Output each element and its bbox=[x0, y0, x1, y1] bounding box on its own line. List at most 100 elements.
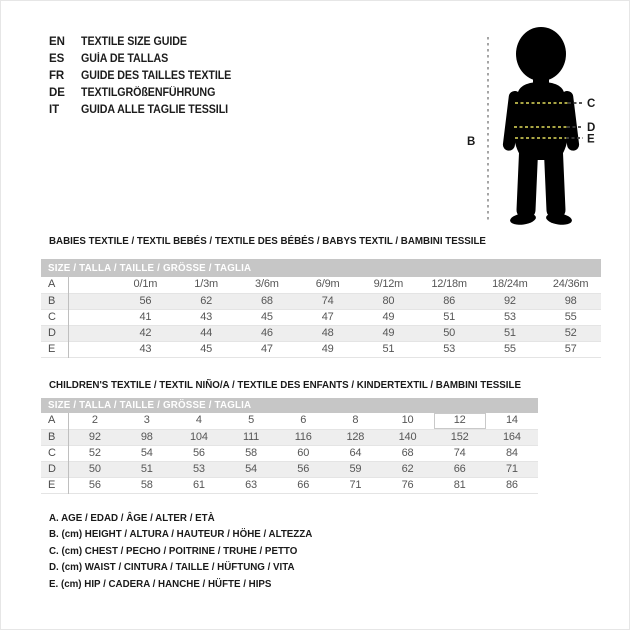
spacer-cell bbox=[69, 293, 116, 309]
spacer-cell bbox=[69, 277, 116, 293]
table-cell: 51 bbox=[443, 310, 456, 323]
table-cell: 64 bbox=[349, 446, 362, 459]
table-cell: 6 bbox=[300, 414, 307, 427]
table-cell: 47 bbox=[321, 310, 334, 323]
table-cell: 50 bbox=[88, 462, 101, 475]
lang-row-es: ES GUÍA DE TALLAS bbox=[49, 51, 243, 68]
table-cell: 68 bbox=[260, 294, 273, 307]
table-cell: 47 bbox=[260, 342, 273, 355]
table-cell: 140 bbox=[398, 430, 417, 443]
lang-title: GUIDA ALLE TAGLIE TESSILI bbox=[81, 104, 229, 116]
babies-size-header: SIZE / TALLA / TAILLE / GRÖSSE / TAGLIA bbox=[41, 259, 601, 277]
table-cell: 71 bbox=[349, 478, 362, 491]
legend-waist: D. (cm) WAIST / CINTURA / TAILLE / HÜFTU… bbox=[49, 561, 295, 574]
table-cell: 53 bbox=[192, 462, 205, 475]
size-header-text: SIZE / TALLA / TAILLE / GRÖSSE / TAGLIA bbox=[48, 262, 252, 274]
lang-row-en: EN TEXTILE SIZE GUIDE bbox=[49, 34, 243, 51]
table-cell: 49 bbox=[382, 326, 395, 339]
table-cell: 44 bbox=[200, 326, 213, 339]
table-row: E 43 45 47 49 51 53 55 57 bbox=[41, 341, 601, 357]
table-cell: 43 bbox=[139, 342, 152, 355]
table-cell: 68 bbox=[401, 446, 414, 459]
table-cell: 116 bbox=[294, 430, 312, 443]
table-cell: 24/36m bbox=[552, 278, 589, 291]
lang-row-de: DE TEXTILGRÖßENFÜHRUNG bbox=[49, 85, 243, 102]
table-cell: 12/18m bbox=[431, 278, 467, 291]
table-cell: 60 bbox=[297, 446, 310, 459]
table-cell: 56 bbox=[297, 462, 310, 475]
table-cell: 84 bbox=[505, 446, 518, 459]
table-cell: 56 bbox=[192, 446, 205, 459]
table-cell: 61 bbox=[192, 478, 205, 491]
legend-age: A. AGE / EDAD / ÂGE / ALTER / ETÀ bbox=[49, 512, 215, 524]
spacer-cell bbox=[69, 325, 116, 341]
table-cell: 56 bbox=[88, 478, 101, 491]
row-label: D bbox=[41, 325, 69, 341]
lang-code: EN bbox=[49, 36, 65, 48]
table-row: B 56 62 68 74 80 86 92 98 bbox=[41, 293, 601, 309]
table-cell: 3/6m bbox=[255, 278, 279, 291]
lang-title: GUIDE DES TAILLES TEXTILE bbox=[81, 70, 232, 82]
table-cell: 74 bbox=[321, 294, 334, 307]
table-cell: 14 bbox=[505, 414, 518, 427]
children-heading-text: CHILDREN'S TEXTILE / TEXTIL NIÑO/A / TEX… bbox=[49, 379, 521, 391]
table-cell: 80 bbox=[382, 294, 395, 307]
table-cell: 92 bbox=[88, 430, 101, 443]
lang-title: GUÍA DE TALLAS bbox=[81, 53, 169, 65]
children-section-heading: CHILDREN'S TEXTILE / TEXTIL NIÑO/A / TEX… bbox=[49, 379, 557, 391]
table-cell: 9/12m bbox=[373, 278, 404, 291]
row-label: D bbox=[41, 461, 69, 477]
table-row: E 56 58 61 63 66 71 76 81 86 bbox=[41, 477, 538, 493]
table-cell: 54 bbox=[140, 446, 153, 459]
table-cell: 51 bbox=[140, 462, 153, 475]
row-label: B bbox=[41, 293, 69, 309]
label-chest-c: C bbox=[587, 98, 595, 110]
size-header-text: SIZE / TALLA / TAILLE / GRÖSSE / TAGLIA bbox=[48, 399, 252, 411]
table-cell: 0/1m bbox=[133, 278, 158, 291]
label-hip-e: E bbox=[587, 134, 595, 146]
table-cell: 51 bbox=[382, 342, 395, 355]
child-silhouette-icon: B C D E bbox=[467, 27, 595, 225]
table-cell: 111 bbox=[242, 430, 260, 443]
table-cell: 45 bbox=[200, 342, 213, 355]
table-cell: 45 bbox=[260, 310, 273, 323]
row-label: C bbox=[41, 309, 69, 325]
table-cell: 86 bbox=[505, 478, 518, 491]
row-label: E bbox=[41, 341, 69, 357]
table-cell: 81 bbox=[453, 478, 466, 491]
lang-code: DE bbox=[49, 87, 65, 99]
table-row: C 41 43 45 47 49 51 53 55 bbox=[41, 309, 601, 325]
table-cell: 5 bbox=[248, 414, 254, 427]
spacer-cell bbox=[69, 309, 116, 325]
legend-chest: C. (cm) CHEST / PECHO / POITRINE / TRUHE… bbox=[49, 544, 298, 557]
lang-title: TEXTILE SIZE GUIDE bbox=[81, 36, 187, 48]
table-cell: 53 bbox=[443, 342, 456, 355]
table-cell: 41 bbox=[139, 310, 152, 323]
legend-height: B. (cm) HEIGHT / ALTURA / HAUTEUR / HÖHE… bbox=[49, 528, 313, 541]
table-cell: 51 bbox=[503, 326, 516, 339]
table-cell: 3 bbox=[143, 414, 150, 427]
legend-hip: E. (cm) HIP / CADERA / HANCHE / HÜFTE / … bbox=[49, 577, 272, 590]
table-cell: 52 bbox=[564, 326, 577, 339]
table-cell: 164 bbox=[502, 430, 521, 443]
table-cell: 92 bbox=[503, 294, 516, 307]
lang-code: ES bbox=[49, 53, 65, 65]
table-cell: 49 bbox=[382, 310, 395, 323]
table-cell: 76 bbox=[401, 478, 414, 491]
measurement-legend: A. AGE / EDAD / ÂGE / ALTER / ETÀ B. (cm… bbox=[49, 510, 332, 592]
table-cell: 10 bbox=[401, 414, 414, 427]
lang-row-fr: FR GUIDE DES TAILLES TEXTILE bbox=[49, 68, 243, 85]
table-cell: 2 bbox=[91, 414, 98, 427]
table-cell: 52 bbox=[88, 446, 101, 459]
table-cell: 56 bbox=[139, 294, 152, 307]
lang-title: TEXTILGRÖßENFÜHRUNG bbox=[81, 87, 216, 99]
table-cell: 66 bbox=[453, 462, 466, 475]
language-list: EN TEXTILE SIZE GUIDE ES GUÍA DE TALLAS … bbox=[49, 34, 243, 119]
table-cell: 58 bbox=[245, 446, 257, 459]
table-cell: 62 bbox=[401, 462, 414, 475]
lang-code: IT bbox=[49, 104, 60, 116]
table-cell: 59 bbox=[349, 462, 362, 475]
row-label: A bbox=[41, 277, 69, 293]
table-cell: 98 bbox=[564, 294, 577, 307]
